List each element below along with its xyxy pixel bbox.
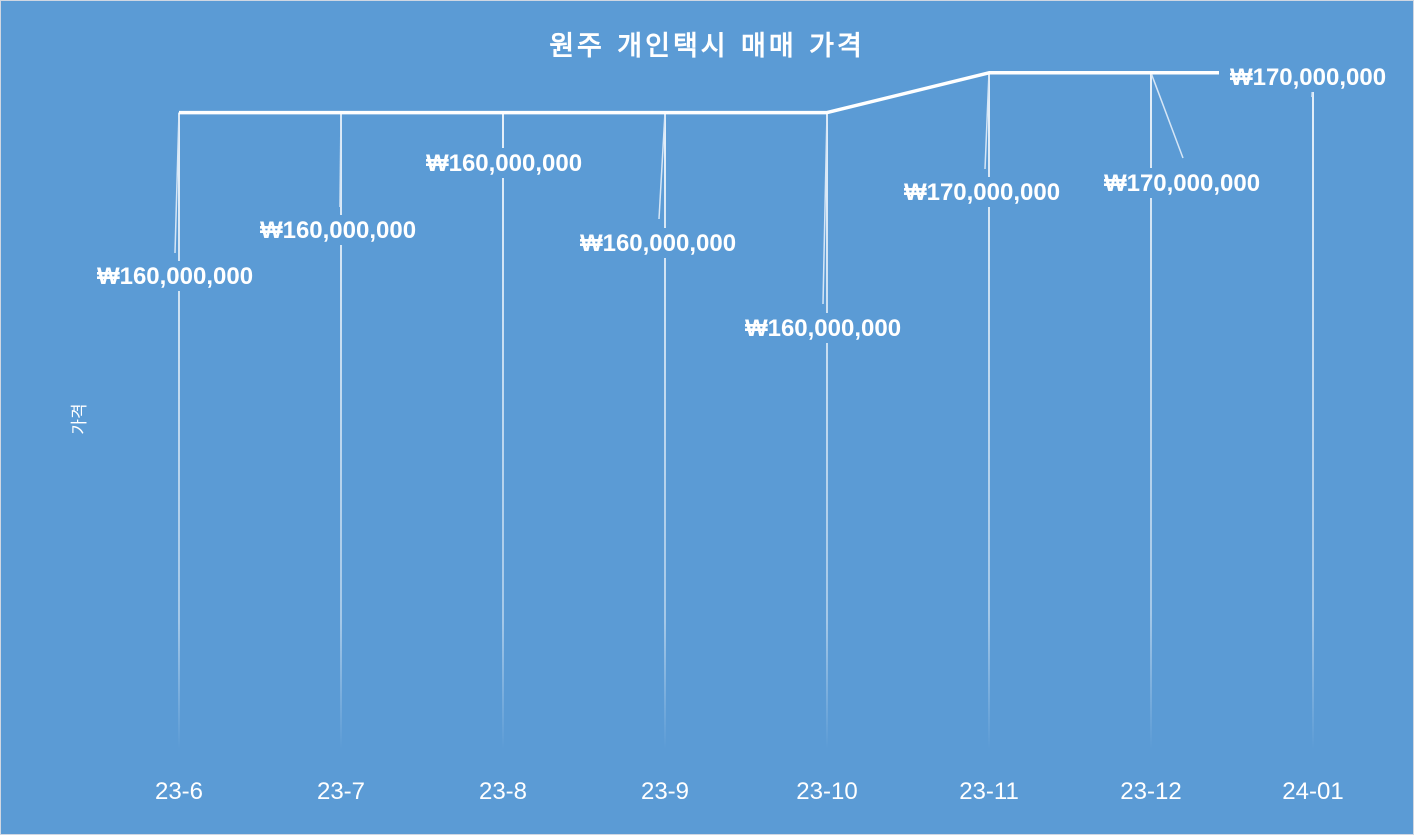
data-label-bg bbox=[86, 261, 264, 291]
x-tick-label: 23-8 bbox=[479, 778, 527, 805]
series-line-group bbox=[179, 71, 1313, 115]
drop-lines bbox=[178, 72, 1314, 750]
x-axis-ticks: 23-6 23-7 23-8 23-9 23-10 23-11 23-12 24-01 bbox=[155, 778, 1344, 805]
leader-line bbox=[822, 112, 828, 305]
x-tick-label: 23-11 bbox=[959, 778, 1019, 805]
drop-line bbox=[1312, 72, 1314, 750]
drop-line bbox=[988, 72, 990, 750]
data-label-bg bbox=[1219, 62, 1397, 92]
data-label-bg bbox=[415, 148, 593, 178]
y-axis-label: 가격 bbox=[70, 403, 90, 434]
chart-title: 원주 개인택시 매매 가격 bbox=[549, 31, 865, 62]
drop-line bbox=[502, 112, 504, 749]
leader-line bbox=[339, 112, 342, 208]
drop-line bbox=[826, 112, 828, 749]
data-labels: ₩160,000,000 ₩160,000,000 ₩160,000,000 ₩160… bbox=[86, 62, 1397, 343]
data-label: ₩160,000,000 bbox=[426, 150, 582, 177]
data-label: ₩160,000,000 bbox=[260, 217, 416, 244]
data-label: ₩160,000,000 bbox=[580, 230, 736, 257]
data-label: ₩170,000,000 bbox=[1230, 64, 1386, 91]
x-tick-label: 23-6 bbox=[155, 778, 203, 805]
data-label-bg bbox=[734, 313, 912, 343]
leader-line bbox=[658, 112, 666, 220]
data-label: ₩160,000,000 bbox=[97, 263, 253, 290]
drop-line bbox=[664, 112, 666, 749]
x-tick-label: 24-01 bbox=[1282, 778, 1343, 805]
data-label: ₩170,000,000 bbox=[904, 179, 1060, 206]
drop-line bbox=[340, 112, 342, 749]
data-label: ₩170,000,000 bbox=[1104, 170, 1260, 197]
leader-line bbox=[984, 72, 990, 170]
data-label-bg bbox=[249, 215, 427, 245]
data-label: ₩160,000,000 bbox=[745, 315, 901, 342]
series-line bbox=[179, 71, 1313, 115]
leader-line bbox=[174, 112, 180, 254]
data-label-bg bbox=[1093, 168, 1271, 198]
leader-line bbox=[1150, 72, 1184, 159]
data-label-bg bbox=[893, 177, 1071, 207]
leader-lines bbox=[174, 72, 1314, 305]
x-tick-label: 23-9 bbox=[641, 778, 689, 805]
drop-line bbox=[1150, 72, 1152, 750]
x-tick-label: 23-10 bbox=[796, 778, 857, 805]
x-tick-label: 23-12 bbox=[1120, 778, 1181, 805]
data-label-bg bbox=[569, 228, 747, 258]
x-tick-label: 23-7 bbox=[317, 778, 365, 805]
drop-line bbox=[178, 112, 180, 749]
